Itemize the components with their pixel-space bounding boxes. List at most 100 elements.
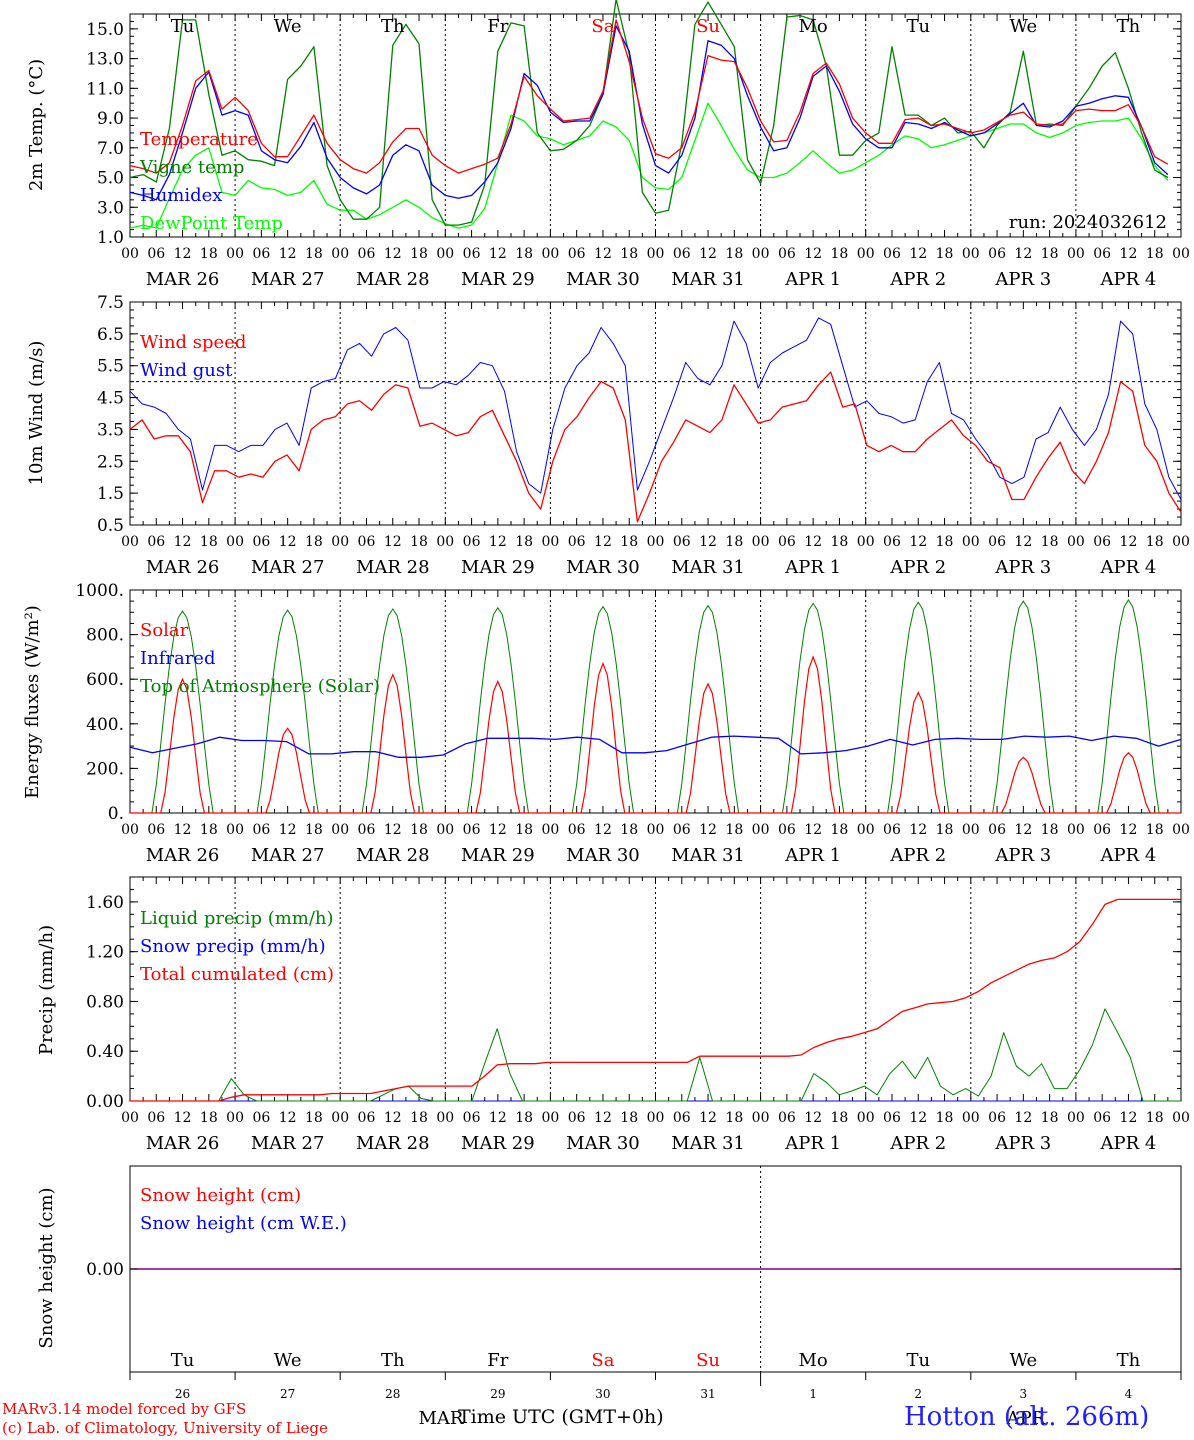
hour-tick-label: 12: [909, 822, 927, 838]
hour-tick-label: 12: [279, 534, 297, 550]
y-axis-label: Energy fluxes (W/m²): [22, 605, 43, 799]
y-tick-label: 600.: [86, 670, 124, 690]
date-tick-label: APR 4: [1100, 557, 1157, 578]
date-tick-label: MAR 28: [356, 845, 430, 866]
date-tick-label: APR 4: [1100, 1133, 1157, 1154]
date-tick-label: APR 4: [1100, 269, 1157, 290]
day-abbrev: Tu: [906, 16, 930, 37]
month-label: APR: [1006, 1408, 1046, 1429]
hour-tick-label: 12: [804, 246, 822, 262]
hour-tick-label: 06: [1093, 246, 1111, 262]
hour-tick-label: 18: [515, 822, 533, 838]
y-axis-label: Snow height (cm): [36, 1187, 57, 1348]
y-tick-label: 2.5: [97, 452, 124, 472]
y-tick-label: 1.60: [86, 893, 124, 913]
hour-tick-label: 06: [778, 822, 796, 838]
y-tick-label: 0.5: [97, 516, 124, 536]
day-abbrev: Th: [1117, 1350, 1141, 1371]
hour-tick-label: 18: [200, 534, 218, 550]
hour-tick-label: 06: [463, 246, 481, 262]
hour-tick-label: 12: [699, 534, 717, 550]
run-label: run: 2024032612: [1009, 212, 1167, 233]
hour-tick-label: 06: [1093, 822, 1111, 838]
credit-line-2: (c) Lab. of Climatology, University of L…: [2, 1419, 328, 1437]
y-tick-label: 0.: [108, 804, 124, 824]
hour-tick-label: 00: [1067, 246, 1085, 262]
day-number: 29: [490, 1387, 505, 1401]
hour-tick-label: 06: [1093, 534, 1111, 550]
hour-tick-label: 18: [305, 246, 323, 262]
hour-tick-label: 00: [752, 534, 770, 550]
hour-tick-label: 12: [594, 246, 612, 262]
date-tick-label: MAR 26: [146, 1133, 220, 1154]
date-tick-label: MAR 27: [251, 269, 325, 290]
day-abbrev: We: [1010, 1350, 1038, 1371]
y-tick-label: 1.5: [97, 484, 124, 504]
hour-tick-label: 00: [962, 534, 980, 550]
day-abbrev: Su: [696, 16, 720, 37]
series-line: [129, 317, 1182, 500]
day-abbrev: Th: [1117, 16, 1141, 37]
hour-tick-label: 18: [831, 822, 849, 838]
y-tick-label: 400.: [86, 715, 124, 735]
date-tick-label: MAR 29: [461, 1133, 535, 1154]
hour-tick-label: 00: [226, 534, 244, 550]
hour-tick-label: 00: [857, 246, 875, 262]
hour-tick-label: 00: [752, 1110, 770, 1126]
credit-line-1: MARv3.14 model forced by GFS: [2, 1400, 247, 1418]
date-tick-label: APR 1: [784, 557, 841, 578]
hour-tick-label: 00: [1067, 822, 1085, 838]
hour-tick-label: 18: [1146, 1110, 1164, 1126]
hour-tick-label: 00: [1172, 822, 1190, 838]
hour-tick-label: 12: [174, 822, 192, 838]
y-axis-label: Precip (mm/h): [36, 925, 57, 1055]
hour-tick-label: 12: [909, 246, 927, 262]
hour-tick-label: 00: [647, 822, 665, 838]
hour-tick-label: 00: [857, 534, 875, 550]
y-tick-label: 0.80: [86, 992, 124, 1012]
hour-tick-label: 18: [936, 534, 954, 550]
x-axis-label: Time UTC (GMT+0h): [458, 1406, 664, 1428]
hour-tick-label: 06: [883, 1110, 901, 1126]
hour-tick-label: 18: [725, 246, 743, 262]
hour-tick-label: 00: [857, 822, 875, 838]
series-line: [130, 898, 1181, 1102]
date-tick-label: MAR 30: [566, 845, 640, 866]
hour-tick-label: 06: [147, 246, 165, 262]
y-tick-label: 15.0: [86, 20, 124, 40]
hour-tick-label: 00: [541, 822, 559, 838]
date-tick-label: MAR 26: [146, 557, 220, 578]
y-tick-label: 13.0: [86, 50, 124, 70]
series-line: [130, 1008, 1181, 1102]
hour-tick-label: 18: [410, 534, 428, 550]
hour-tick-label: 18: [305, 1110, 323, 1126]
hour-tick-label: 00: [226, 246, 244, 262]
series-line: [129, 0, 1169, 226]
hour-tick-label: 12: [1014, 822, 1032, 838]
hour-tick-label: 06: [988, 534, 1006, 550]
hour-tick-label: 00: [752, 822, 770, 838]
day-number: 4: [1125, 1387, 1133, 1401]
date-tick-label: MAR 31: [671, 1133, 745, 1154]
hour-tick-label: 00: [121, 534, 139, 550]
y-tick-label: 7.5: [97, 293, 124, 313]
hour-tick-label: 06: [463, 534, 481, 550]
hour-tick-label: 12: [489, 246, 507, 262]
day-number: 3: [1020, 1387, 1028, 1401]
y-tick-label: 9.0: [97, 109, 124, 129]
hour-tick-label: 12: [384, 1110, 402, 1126]
hour-tick-label: 00: [436, 822, 454, 838]
hour-tick-label: 00: [752, 246, 770, 262]
hour-tick-label: 00: [962, 246, 980, 262]
hour-tick-label: 00: [647, 1110, 665, 1126]
y-tick-label: 6.5: [97, 325, 124, 345]
hour-tick-label: 00: [121, 822, 139, 838]
hour-tick-label: 00: [541, 246, 559, 262]
hour-tick-label: 06: [252, 822, 270, 838]
hour-tick-label: 18: [515, 246, 533, 262]
hour-tick-label: 00: [1067, 1110, 1085, 1126]
date-tick-label: APR 2: [889, 845, 946, 866]
day-number: 1: [809, 1387, 817, 1401]
y-tick-label: 0.00: [86, 1260, 124, 1280]
hour-tick-label: 00: [1067, 534, 1085, 550]
